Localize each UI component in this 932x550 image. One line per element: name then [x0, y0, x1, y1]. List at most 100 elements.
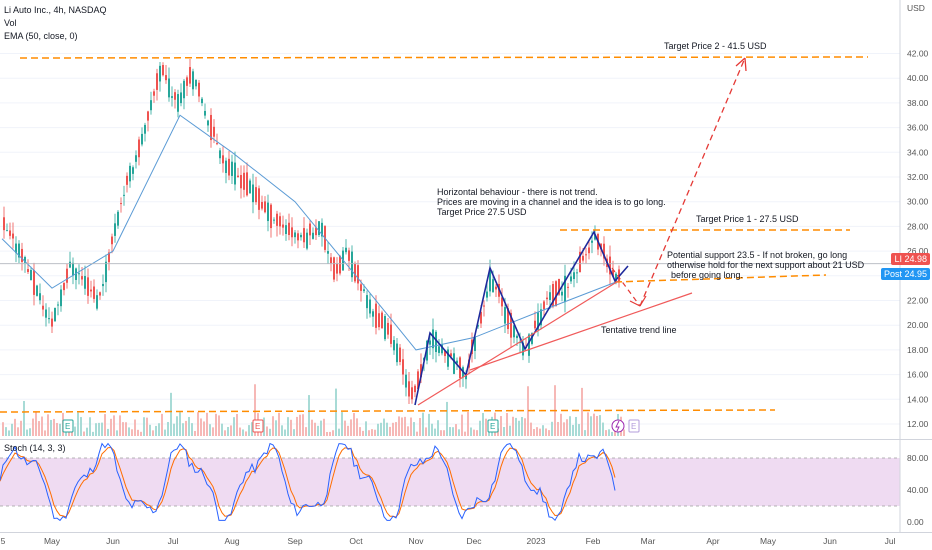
- volume-bar: [434, 428, 436, 436]
- y-tick-label: 34.00: [907, 147, 929, 157]
- volume-bar: [356, 418, 358, 436]
- candle-body: [276, 213, 278, 226]
- volume-bar: [59, 423, 61, 436]
- volume-bar: [155, 425, 157, 436]
- candle-body: [33, 270, 35, 295]
- volume-bar: [272, 416, 274, 436]
- candle-body: [99, 292, 101, 296]
- volume-bar: [260, 430, 262, 436]
- volume-bar: [329, 431, 331, 436]
- volume-bar: [122, 422, 124, 436]
- candle-body: [405, 374, 407, 388]
- price-chart[interactable]: 12.0014.0016.0018.0020.0022.0024.0026.00…: [0, 0, 932, 440]
- trend-line-lower: [469, 292, 693, 371]
- candle-body: [390, 324, 392, 344]
- volume-bar: [569, 416, 571, 436]
- volume-bar: [170, 392, 172, 436]
- arrow-up-head: [735, 57, 747, 72]
- volume-bar: [242, 429, 244, 436]
- candle-body: [228, 158, 230, 176]
- volume-bar: [173, 423, 175, 436]
- volume-bar: [371, 429, 373, 436]
- candle-body: [594, 234, 596, 240]
- candle-body: [111, 236, 113, 245]
- arrow-down-path: [611, 267, 641, 307]
- volume-bar: [119, 415, 121, 436]
- volume-bar: [98, 422, 100, 436]
- volume-bar: [293, 429, 295, 436]
- candle-body: [48, 318, 50, 320]
- candle-body: [6, 230, 8, 232]
- y-tick-label: 12.00: [907, 419, 929, 429]
- stoch-chart[interactable]: 0.00 40.00 80.00: [0, 440, 932, 532]
- candle-body: [84, 275, 86, 289]
- volume-bar: [206, 412, 208, 436]
- candle-body: [21, 248, 23, 263]
- volume-bar: [608, 429, 610, 436]
- volume-bar: [287, 417, 289, 436]
- volume-bar: [245, 431, 247, 436]
- post-price-tag: Post 24.95: [880, 268, 930, 280]
- volume-bar: [158, 423, 160, 436]
- volume-bar: [338, 428, 340, 436]
- volume-bar: [290, 419, 292, 436]
- volume-bar: [584, 430, 586, 436]
- y-tick-label: 20.00: [907, 320, 929, 330]
- volume-bar: [512, 416, 514, 436]
- candle-body: [384, 316, 386, 340]
- volume-bar: [518, 420, 520, 436]
- volume-bar: [533, 429, 535, 436]
- volume-bar: [410, 417, 412, 436]
- volume-bar: [440, 430, 442, 436]
- candle-body: [573, 272, 575, 280]
- candle-body: [570, 276, 572, 282]
- candle-body: [510, 312, 512, 338]
- target1-label: Target Price 1 - 27.5 USD: [696, 214, 799, 224]
- volume-bar: [398, 416, 400, 436]
- y-tick-label: 14.00: [907, 394, 929, 404]
- candle-body: [129, 165, 131, 182]
- candle-body: [150, 100, 152, 111]
- price-value: 24.98: [904, 254, 927, 264]
- candle-body: [549, 292, 551, 300]
- volume-bar: [599, 415, 601, 436]
- volume-bar: [446, 401, 448, 436]
- volume-bar: [299, 414, 301, 436]
- candle-body: [336, 263, 338, 274]
- candle-body: [435, 331, 437, 353]
- earnings-marker-letter: E: [490, 422, 495, 431]
- volume-bar: [566, 419, 568, 436]
- candle-body: [363, 289, 365, 292]
- volume-bar: [521, 416, 523, 436]
- candle-body: [561, 291, 563, 296]
- volume-bar: [344, 420, 346, 436]
- y-tick-label: 28.00: [907, 221, 929, 231]
- candle-body: [393, 340, 395, 351]
- candle-body: [39, 293, 41, 301]
- volume-bar: [284, 429, 286, 436]
- candle-body: [483, 305, 485, 307]
- volume-bar: [86, 427, 88, 436]
- volume-bar: [605, 430, 607, 436]
- vol-label: Vol: [4, 18, 17, 28]
- volume-bar: [479, 420, 481, 436]
- candle-body: [558, 278, 560, 295]
- candle-body: [408, 381, 410, 397]
- volume-bar: [29, 428, 31, 436]
- volume-bar: [488, 429, 490, 436]
- trend-line-upper: [417, 279, 621, 406]
- candle-body: [315, 227, 317, 236]
- volume-bar: [314, 422, 316, 436]
- volume-bar: [317, 425, 319, 436]
- dividend-icon: [611, 419, 625, 433]
- level-line-support: [614, 274, 827, 283]
- volume-bar: [95, 423, 97, 436]
- earnings-marker: [252, 419, 264, 433]
- support-note-1: Potential support 23.5 - If not broken, …: [667, 250, 847, 260]
- candle-body: [507, 308, 509, 330]
- candle-body: [141, 133, 143, 145]
- volume-bar: [305, 427, 307, 436]
- volume-bar: [41, 416, 43, 436]
- candle-body: [126, 175, 128, 185]
- candle-body: [108, 252, 110, 263]
